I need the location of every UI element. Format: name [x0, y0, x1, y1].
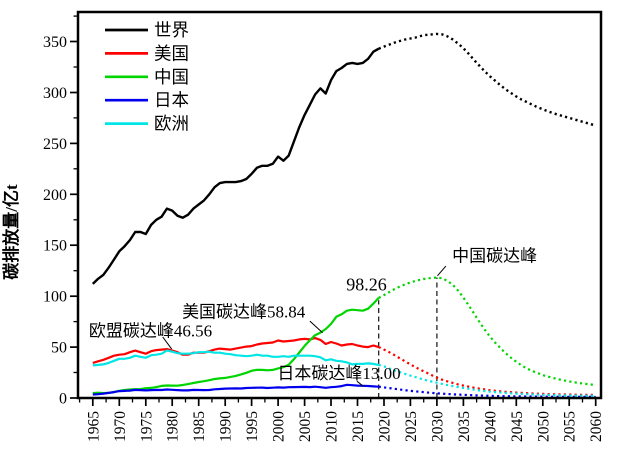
eu-peak-label: 欧盟碳达峰46.56 — [89, 321, 212, 340]
x-tick-label: 2005 — [297, 411, 314, 442]
legend-label-usa: 美国 — [154, 43, 189, 63]
leader-china-peak-label — [437, 265, 447, 277]
legend-label-europe: 欧洲 — [154, 114, 189, 134]
series-europe-projection — [378, 363, 596, 397]
x-tick-label: 1990 — [218, 411, 235, 442]
series-china-projection — [378, 276, 596, 387]
leader-us-peak-label — [309, 320, 323, 334]
x-tick-label: 1970 — [112, 411, 129, 442]
x-axis-ticks: 1965 1970 1975 1980 1985 1990 1995 2000 2005 2010… — [78, 398, 605, 442]
y-tick-label: 350 — [43, 34, 67, 51]
series-europe — [92, 349, 596, 397]
x-tick-label: 2035 — [456, 411, 473, 442]
legend-label-china: 中国 — [154, 67, 189, 87]
series-japan-historical — [92, 383, 379, 396]
y-tick-label: 100 — [43, 289, 67, 306]
x-tick-label: 1985 — [191, 411, 208, 442]
plot-frame — [76, 10, 603, 400]
x-tick-label: 1965 — [85, 411, 102, 442]
y-tick-label: 200 — [43, 187, 67, 204]
series-japan-projection — [378, 385, 596, 399]
y-axis-title: 碳排放量/亿t — [1, 184, 21, 280]
series-japan — [92, 383, 596, 399]
china-peak-label: 中国碳达峰 — [452, 246, 537, 265]
series-world-projection — [378, 32, 597, 127]
x-tick-label: 2020 — [377, 411, 394, 442]
china-2019-value: 98.26 — [346, 274, 387, 294]
x-tick-label: 2045 — [509, 411, 526, 442]
x-tick-label: 2050 — [535, 411, 552, 442]
japan-peak-label: 日本碳达峰13.00 — [277, 364, 400, 383]
x-tick-label: 2040 — [482, 411, 499, 442]
leader-eu-peak-label — [162, 336, 173, 350]
x-tick-label: 2015 — [350, 411, 367, 442]
x-tick-label: 2055 — [562, 411, 579, 442]
series-world — [91, 32, 597, 285]
y-tick-label: 50 — [51, 340, 67, 357]
legend-label-world: 世界 — [154, 20, 189, 40]
y-tick-label: 0 — [59, 391, 67, 408]
series-usa-historical — [92, 337, 380, 364]
series-europe-historical — [92, 349, 379, 367]
y-tick-label: 150 — [43, 238, 67, 255]
us-peak-label: 美国碳达峰58.84 — [182, 302, 306, 321]
y-tick-label: 300 — [43, 85, 67, 102]
y-tick-label: 250 — [43, 136, 67, 153]
leader-japan-peak-label — [356, 380, 364, 387]
x-tick-label: 2000 — [271, 411, 288, 442]
series-usa-projection — [378, 346, 596, 397]
series-world-historical — [91, 47, 380, 285]
x-tick-label: 2060 — [588, 411, 605, 442]
y-axis-ticks: 0 50 100 150 200 250 300 350 — [43, 15, 78, 408]
legend-label-japan: 日本 — [154, 90, 189, 110]
x-tick-label: 2030 — [429, 411, 446, 442]
x-tick-label: 1995 — [244, 411, 261, 442]
x-tick-label: 2025 — [403, 411, 420, 442]
x-tick-label: 1980 — [165, 411, 182, 442]
x-tick-label: 1975 — [138, 411, 155, 442]
x-tick-label: 2010 — [324, 411, 341, 442]
